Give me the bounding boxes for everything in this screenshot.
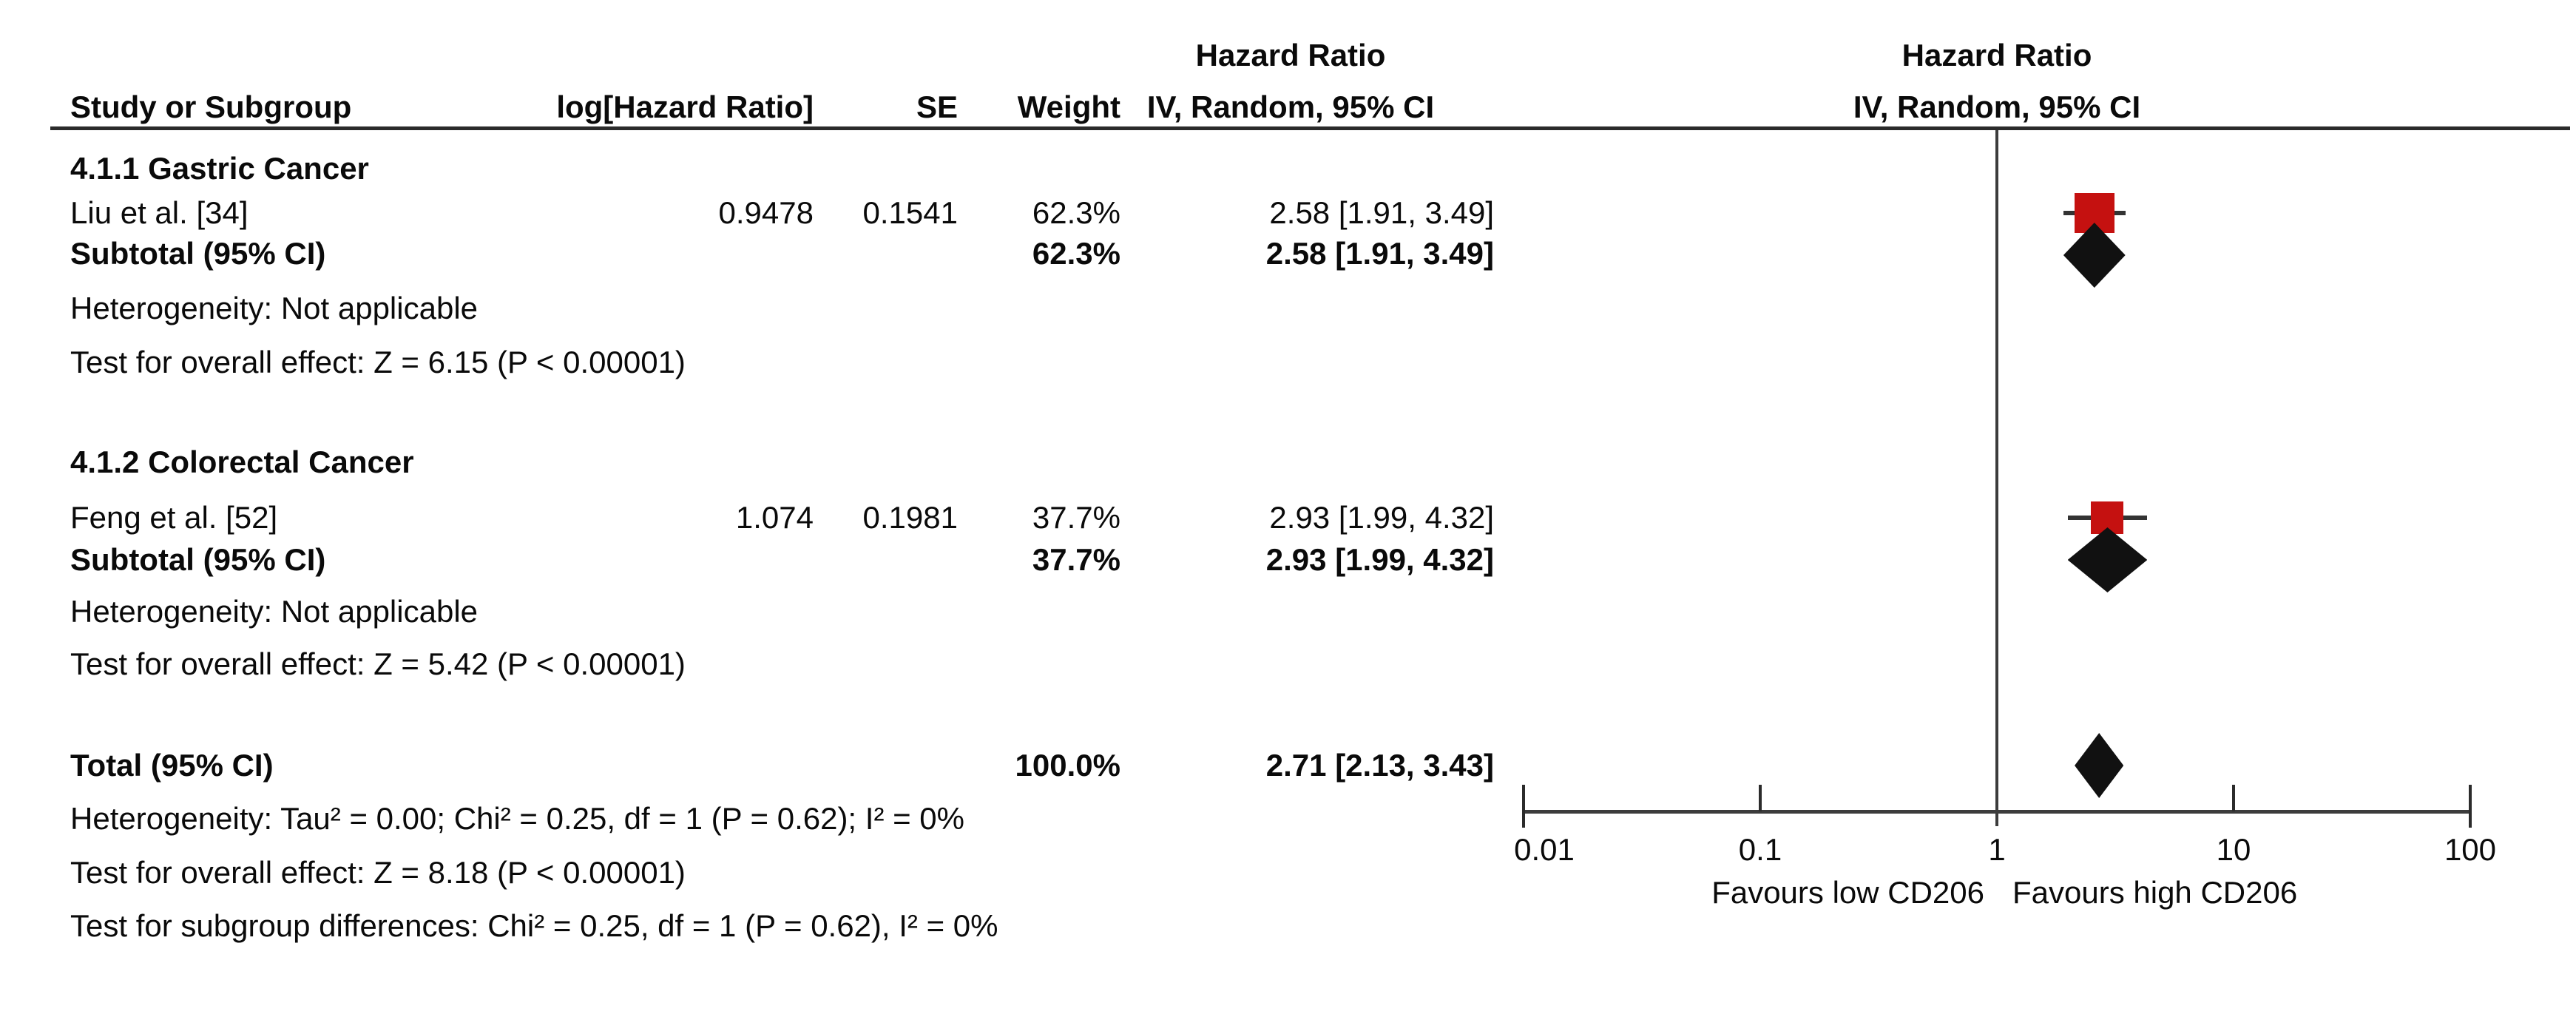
x-axis-tick-label: 10 [2216,832,2251,867]
study-loghr: 0.9478 [718,195,814,230]
subgroup-differences-note: Test for subgroup differences: Chi² = 0.… [70,908,998,943]
study-loghr: 1.074 [735,500,814,535]
x-axis-tick-label: 0.01 [1514,832,1575,867]
section-title-colorectal: 4.1.2 Colorectal Cancer [70,445,414,479]
x-axis-line [1524,810,2470,814]
subtotal-ci: 2.58 [1.91, 3.49] [1265,236,1494,271]
stat-column-title: Hazard Ratio [1195,38,1386,72]
col-header-se: SE [916,89,958,124]
null-effect-line [1995,130,1998,826]
study-weight: 37.7% [1032,500,1120,535]
subtotal-label: Subtotal (95% CI) [70,236,326,271]
total-weight: 100.0% [1015,748,1120,783]
heterogeneity-note: Heterogeneity: Not applicable [70,594,479,629]
x-axis-tick-label: 100 [2444,832,2497,867]
favours-left-label: Favours low CD206 [1711,875,1984,910]
total-ci: 2.71 [2.13, 3.43] [1265,748,1494,783]
section-title-gastric: 4.1.1 Gastric Cancer [70,151,369,186]
study-se: 0.1981 [862,500,958,535]
header-rule [50,126,2570,130]
x-axis-tick [2469,785,2472,828]
study-ci: 2.93 [1.99, 4.32] [1269,500,1494,535]
study-name: Liu et al. [34] [70,195,249,230]
plot-column-subtitle: IV, Random, 95% CI [1853,89,2141,124]
overall-effect-note: Test for overall effect: Z = 5.42 (P < 0… [70,646,686,681]
favours-right-label: Favours high CD206 [2012,875,2298,910]
study-ci: 2.58 [1.91, 3.49] [1269,195,1494,230]
pooled-diamond-colorectal-subtotal [2067,527,2148,592]
x-axis-tick [2232,785,2235,811]
x-axis-tick-label: 1 [1988,832,2006,867]
study-weight: 62.3% [1032,195,1120,230]
pooled-diamond-total [2075,733,2124,798]
subtotal-label: Subtotal (95% CI) [70,542,326,577]
study-se: 0.1541 [862,195,958,230]
study-name: Feng et al. [52] [70,500,278,535]
total-label: Total (95% CI) [70,748,274,783]
pooled-diamond-gastric-subtotal [2063,223,2126,288]
heterogeneity-note: Heterogeneity: Not applicable [70,291,479,325]
overall-effect-note: Test for overall effect: Z = 6.15 (P < 0… [70,345,686,379]
subtotal-weight: 62.3% [1032,236,1120,271]
plot-column-title: Hazard Ratio [1901,38,2092,72]
x-axis-tick [1522,785,1525,828]
x-axis-tick-label: 0.1 [1738,832,1782,867]
total-heterogeneity-note: Heterogeneity: Tau² = 0.00; Chi² = 0.25,… [70,801,964,836]
subtotal-ci: 2.93 [1.99, 4.32] [1265,542,1494,577]
x-axis-tick [1759,785,1762,811]
subtotal-weight: 37.7% [1032,542,1120,577]
col-header-loghr: log[Hazard Ratio] [556,89,814,124]
col-header-weight: Weight [1017,89,1120,124]
stat-column-subtitle: IV, Random, 95% CI [1146,89,1435,124]
col-header-study: Study or Subgroup [70,89,352,124]
total-overall-effect-note: Test for overall effect: Z = 8.18 (P < 0… [70,855,686,890]
